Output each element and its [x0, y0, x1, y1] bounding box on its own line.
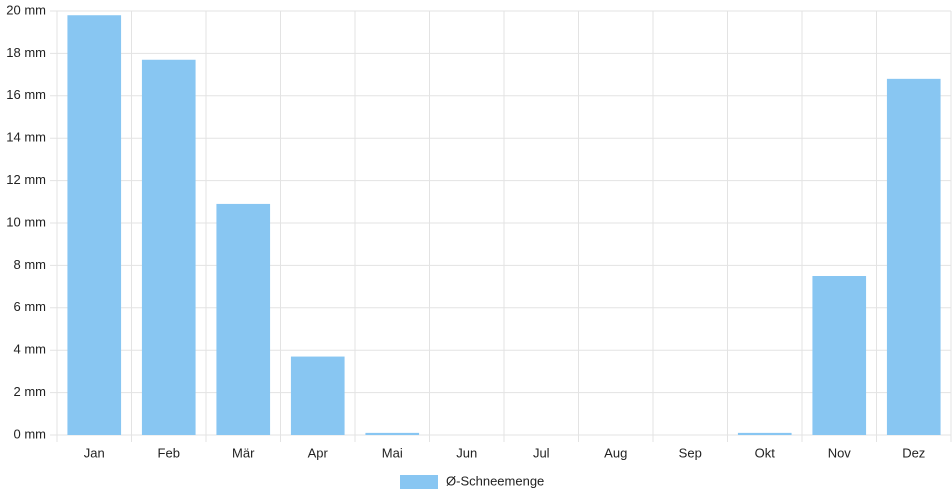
x-tick-label: Mai	[382, 445, 403, 460]
legend-label: Ø-Schneemenge	[446, 473, 544, 488]
x-tick-label: Mär	[232, 445, 255, 460]
bar	[290, 356, 345, 435]
x-tick-label: Jan	[84, 445, 105, 460]
bar	[67, 15, 122, 436]
x-tick-label: Apr	[308, 445, 329, 460]
x-tick-label: Jun	[456, 445, 477, 460]
legend-swatch	[400, 475, 438, 489]
x-tick-label: Dez	[902, 445, 925, 460]
y-tick-label: 8 mm	[14, 257, 47, 272]
y-tick-label: 0 mm	[14, 426, 47, 441]
y-tick-label: 4 mm	[14, 342, 47, 357]
x-tick-label: Nov	[828, 445, 852, 460]
x-tick-label: Sep	[679, 445, 702, 460]
x-tick-label: Okt	[755, 445, 776, 460]
y-tick-label: 20 mm	[6, 2, 46, 17]
bar	[141, 59, 196, 435]
bar	[886, 78, 941, 435]
y-tick-label: 2 mm	[14, 384, 47, 399]
y-tick-label: 12 mm	[6, 172, 46, 187]
bar	[216, 203, 271, 435]
x-tick-label: Feb	[158, 445, 180, 460]
x-tick-label: Aug	[604, 445, 627, 460]
y-tick-label: 6 mm	[14, 299, 47, 314]
bar	[812, 276, 867, 435]
y-tick-label: 10 mm	[6, 214, 46, 229]
bar	[365, 432, 420, 435]
y-tick-label: 18 mm	[6, 45, 46, 60]
y-tick-label: 16 mm	[6, 87, 46, 102]
x-tick-label: Jul	[533, 445, 550, 460]
y-tick-label: 14 mm	[6, 130, 46, 145]
bar	[737, 432, 792, 435]
